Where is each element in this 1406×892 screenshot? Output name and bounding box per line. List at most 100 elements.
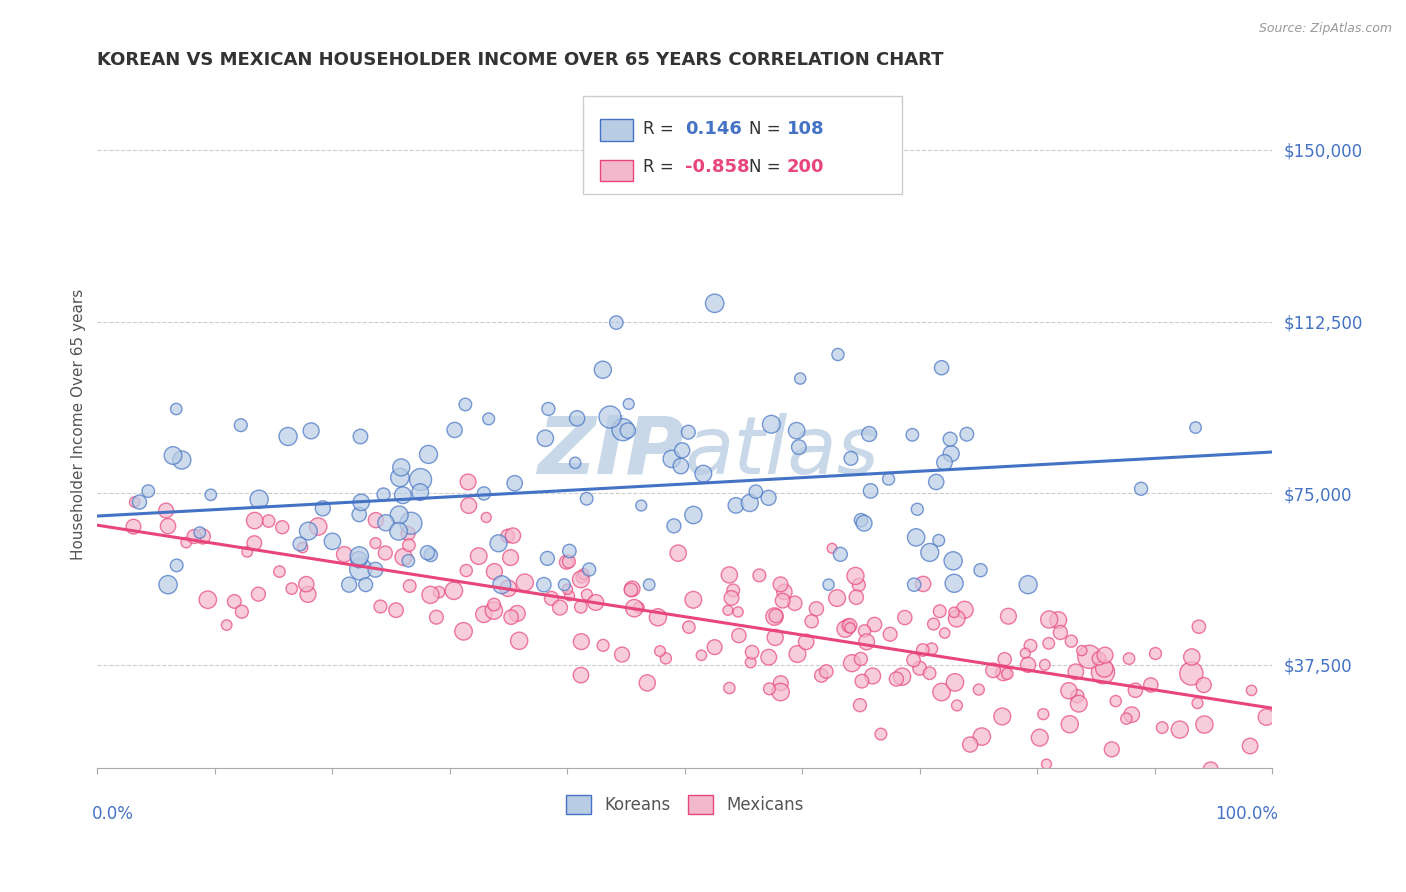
Point: [122, 519, 145, 533]
Point: [859, 483, 882, 498]
Point: [416, 546, 439, 560]
Point: [456, 564, 478, 578]
Point: [333, 547, 356, 561]
Point: [849, 652, 872, 666]
Point: [894, 610, 917, 624]
Point: [623, 601, 645, 615]
Point: [569, 668, 592, 682]
Point: [769, 577, 792, 591]
Point: [1078, 649, 1101, 664]
Point: [1192, 678, 1215, 692]
Point: [1091, 665, 1114, 680]
Point: [1125, 683, 1147, 698]
Point: [838, 618, 860, 632]
Point: [918, 545, 941, 559]
Point: [484, 565, 506, 579]
Point: [934, 455, 956, 469]
Point: [236, 545, 259, 559]
Point: [886, 672, 908, 686]
Point: [724, 499, 747, 513]
Point: [389, 460, 412, 475]
Point: [845, 591, 868, 605]
Point: [599, 410, 621, 425]
Point: [349, 549, 371, 563]
Point: [922, 617, 945, 632]
Point: [758, 491, 780, 505]
Point: [491, 577, 513, 591]
Point: [839, 621, 862, 635]
Point: [291, 541, 314, 555]
Point: [337, 577, 360, 591]
Point: [571, 570, 593, 584]
Point: [934, 626, 956, 640]
Point: [1066, 689, 1088, 703]
Point: [765, 608, 787, 623]
Point: [789, 371, 811, 385]
Point: [991, 709, 1014, 723]
Point: [612, 423, 634, 437]
Point: [578, 562, 600, 576]
Point: [364, 563, 387, 577]
Legend: Koreans, Mexicans: Koreans, Mexicans: [560, 789, 810, 822]
Point: [427, 585, 450, 599]
Point: [1118, 651, 1140, 665]
Point: [830, 547, 852, 561]
Point: [575, 588, 598, 602]
Point: [1088, 651, 1111, 665]
Point: [1194, 717, 1216, 731]
Point: [834, 622, 856, 636]
Point: [297, 524, 319, 538]
Point: [849, 698, 872, 713]
Point: [763, 631, 786, 645]
Point: [839, 451, 862, 466]
Point: [806, 602, 828, 616]
Point: [297, 587, 319, 601]
Point: [671, 443, 693, 458]
Text: 200: 200: [787, 158, 824, 176]
Point: [825, 591, 848, 605]
Point: [347, 552, 370, 566]
Point: [851, 674, 873, 689]
Point: [128, 495, 150, 509]
Point: [678, 425, 700, 440]
Point: [454, 397, 477, 411]
Point: [399, 516, 422, 531]
Point: [717, 603, 740, 617]
Point: [467, 549, 489, 563]
Point: [841, 656, 863, 670]
Point: [837, 618, 859, 632]
Point: [620, 582, 643, 597]
Point: [758, 681, 780, 696]
Point: [482, 603, 505, 617]
Point: [903, 577, 925, 591]
Point: [970, 730, 993, 744]
Point: [942, 554, 965, 568]
Point: [409, 485, 432, 500]
Point: [1047, 613, 1070, 627]
Point: [478, 412, 501, 426]
Point: [392, 549, 415, 564]
Point: [1240, 683, 1263, 698]
Point: [229, 418, 252, 433]
Point: [419, 588, 441, 602]
Text: KOREAN VS MEXICAN HOUSEHOLDER INCOME OVER 65 YEARS CORRELATION CHART: KOREAN VS MEXICAN HOUSEHOLDER INCOME OVE…: [97, 51, 943, 69]
Point: [821, 541, 844, 556]
Point: [928, 533, 950, 548]
Point: [1019, 639, 1042, 653]
Point: [215, 618, 238, 632]
Point: [513, 575, 536, 590]
Point: [1035, 757, 1057, 772]
Point: [1188, 620, 1211, 634]
Point: [1060, 634, 1083, 648]
Point: [769, 676, 792, 690]
Point: [627, 600, 650, 615]
Point: [534, 431, 557, 445]
Point: [939, 432, 962, 446]
Point: [638, 577, 661, 591]
Point: [1144, 647, 1167, 661]
Point: [364, 536, 387, 550]
Text: 0.146: 0.146: [686, 120, 742, 137]
Point: [844, 569, 866, 583]
Text: 0.0%: 0.0%: [91, 805, 134, 823]
Point: [350, 495, 373, 509]
